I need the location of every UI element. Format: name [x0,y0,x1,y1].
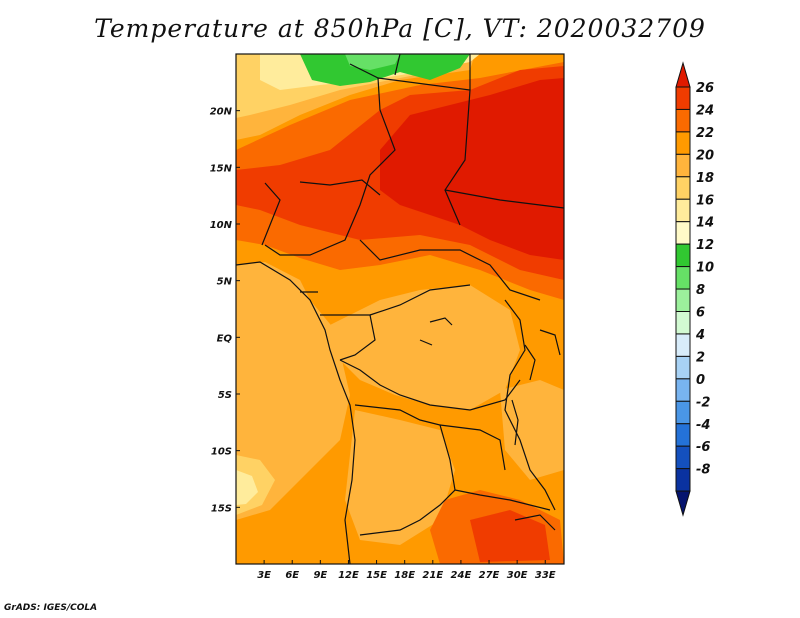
colorbar-label: 24 [696,103,714,118]
y-tick-label: 15N [210,163,233,174]
colorbar-swatch [675,400,691,425]
colorbar-label: -8 [696,463,710,478]
field-18-east [500,380,564,480]
y-tick-label: EQ [217,333,233,344]
colorbar-bottom-arrow [675,490,691,517]
x-tick-label: 27E [479,570,500,581]
colorbar-label: 14 [696,216,714,231]
colorbar-swatch [675,468,691,492]
y-tick-label: 10N [210,220,233,231]
field-18-central [330,285,520,410]
colorbar-swatch [675,221,691,245]
colorbar-swatch [675,311,691,335]
colorbar-label: 4 [695,328,705,343]
colorbar-swatch [675,288,691,312]
y-tick-label: 10S [211,447,232,458]
colorbar-label: 12 [696,238,714,253]
x-tick-label: 6E [285,570,299,581]
colorbar-label: -4 [696,418,710,433]
temperature-field [236,54,564,564]
x-tick-label: 3E [257,570,271,581]
colorbar-swatch [675,378,691,402]
x-tick-label: 15E [366,570,387,581]
colorbar-swatch [675,445,691,470]
y-tick-label: 20N [210,107,233,118]
field-18-west [236,262,350,520]
colorbar-swatch [675,333,691,357]
y-tick-label: 5S [218,390,232,401]
field-10-north [345,54,400,70]
colorbar-swatch [675,131,691,155]
x-tick-label: 33E [535,570,556,581]
country-borders [236,54,564,564]
colorbar-label: 22 [696,126,714,141]
colorbar-swatch [675,355,691,380]
x-tick-label: 18E [394,570,415,581]
y-tick-label: 5N [217,277,233,288]
field-12-north [300,54,470,86]
colorbar-swatch [675,198,691,223]
x-tick-label: 12E [338,570,359,581]
colorbar-label: 2 [696,350,705,365]
colorbar-label: -6 [696,440,710,455]
map-frame [235,53,565,565]
colorbar-label: -2 [696,395,710,410]
y-tick-label: 15S [211,503,232,514]
colorbar-swatch [675,176,691,200]
map-title: Temperature at 850hPa [C], VT: 202003270… [94,14,706,43]
colorbar-label: 26 [696,81,714,96]
colorbar-label: 10 [696,261,714,276]
x-axis-ticks: 3E 6E 9E 12E 15E 18E 21E 24E 27E 30E 33E [257,560,556,581]
x-tick-label: 9E [313,570,327,581]
colorbar-swatch [675,423,691,447]
colorbar-label: 6 [696,306,705,321]
colorbar-label: 18 [696,171,714,186]
field-26-core [380,78,564,260]
colorbar-label: 8 [696,283,705,298]
grads-credit: GrADS: IGES/COLA [4,603,98,613]
colorbar-label: 20 [696,148,714,163]
field-18-angola [345,410,455,545]
colorbar-swatch [675,266,691,290]
x-tick-label: 21E [422,570,443,581]
field-24-southeast [470,510,550,562]
colorbar-swatch [675,153,691,178]
colorbar-swatch [675,108,691,133]
colorbar-swatch [675,243,691,268]
x-tick-label: 24E [451,570,472,581]
y-axis-ticks: 20N 15N 10N 5N EQ 5S 10S 15S [210,107,240,514]
colorbar-label: 16 [696,193,714,208]
colorbar-label: 0 [696,373,705,388]
x-tick-label: 30E [507,570,528,581]
field-14-southwest [236,470,258,505]
colorbar-top-arrow [675,61,691,88]
colorbar-swatch [675,86,691,110]
